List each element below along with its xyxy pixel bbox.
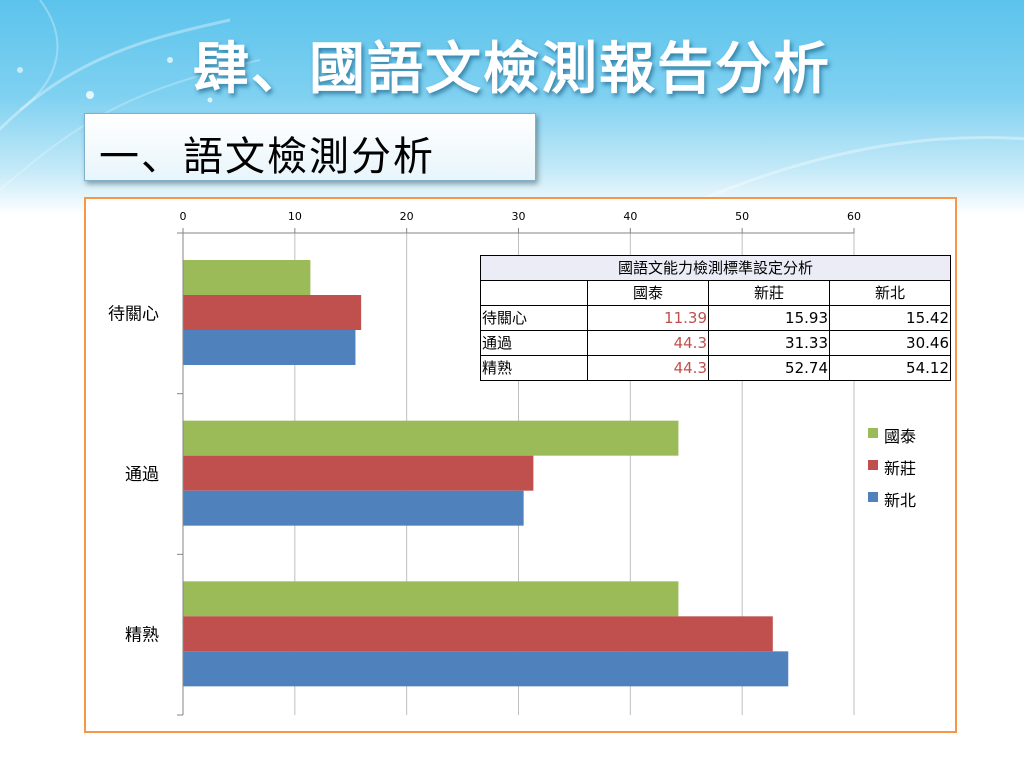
- slide-title: 肆、國語文檢測報告分析: [193, 37, 831, 102]
- table-row: 待關心 11.39 15.93 15.42: [480, 305, 951, 331]
- table-header-cell: 新北: [829, 280, 951, 306]
- bar-xinbei: [183, 330, 356, 365]
- table-cell: 44.3: [587, 355, 709, 381]
- table-header-cell: 新莊: [708, 280, 830, 306]
- legend-item-guotai: 國泰: [868, 423, 948, 446]
- bar-xinzhuang: [183, 616, 773, 652]
- bar-xinzhuang: [183, 455, 534, 491]
- x-tick-label: 40: [623, 210, 637, 223]
- y-category-label: 通過: [125, 465, 159, 485]
- x-tick-label: 0: [180, 210, 187, 223]
- x-tick-label: 30: [512, 210, 526, 223]
- bar-guotai: [183, 260, 311, 295]
- y-category-label: 待關心: [108, 304, 159, 324]
- legend-label-xinbei: 新北: [884, 491, 917, 510]
- subtitle-box: 一、語文檢測分析: [84, 113, 536, 181]
- legend-label-xinzhuang: 新莊: [884, 459, 917, 478]
- banner-decoration: [0, 0, 1024, 202]
- table-header-cell: [480, 280, 588, 306]
- table-row: 精熟 44.3 52.74 54.12: [480, 355, 951, 381]
- table-row-label: 精熟: [480, 355, 588, 381]
- table-cell: 15.42: [829, 305, 951, 331]
- legend-swatch-xinzhuang: [868, 460, 878, 470]
- data-table: 國語文能力檢測標準設定分析 國泰 新莊 新北 待關心 11.39 15.93 1…: [480, 255, 951, 381]
- table-header-cell: 國泰: [587, 280, 709, 306]
- legend-item-xinbei: 新北: [868, 487, 948, 510]
- subtitle: 一、語文檢測分析: [99, 134, 435, 180]
- legend-swatch-xinbei: [868, 492, 878, 502]
- table-caption-row: 國語文能力檢測標準設定分析: [480, 255, 951, 281]
- table-cell: 52.74: [708, 355, 830, 381]
- y-category-label: 精熟: [125, 625, 159, 646]
- table-row: 通過 44.3 31.33 30.46: [480, 330, 951, 356]
- x-tick-label: 60: [847, 210, 861, 223]
- table-caption: 國語文能力檢測標準設定分析: [480, 255, 951, 281]
- table-row-label: 待關心: [480, 305, 588, 331]
- table-header-row: 國泰 新莊 新北: [480, 280, 951, 306]
- x-tick-label: 20: [400, 210, 414, 223]
- table-cell: 31.33: [708, 330, 830, 356]
- table-cell: 30.46: [829, 330, 951, 356]
- legend-item-xinzhuang: 新莊: [868, 455, 948, 478]
- x-tick-label: 10: [288, 210, 302, 223]
- bar-xinbei: [183, 651, 789, 687]
- bar-xinzhuang: [183, 295, 362, 330]
- legend-swatch-guotai: [868, 428, 878, 438]
- table-cell: 54.12: [829, 355, 951, 381]
- table-cell: 11.39: [587, 305, 709, 331]
- table-cell: 44.3: [587, 330, 709, 356]
- table-cell: 15.93: [708, 305, 830, 331]
- bar-guotai: [183, 581, 679, 617]
- x-tick-label: 50: [735, 210, 749, 223]
- bar-xinbei: [183, 490, 524, 526]
- table-row-label: 通過: [480, 330, 588, 356]
- legend-label-guotai: 國泰: [884, 427, 917, 446]
- bar-guotai: [183, 420, 679, 456]
